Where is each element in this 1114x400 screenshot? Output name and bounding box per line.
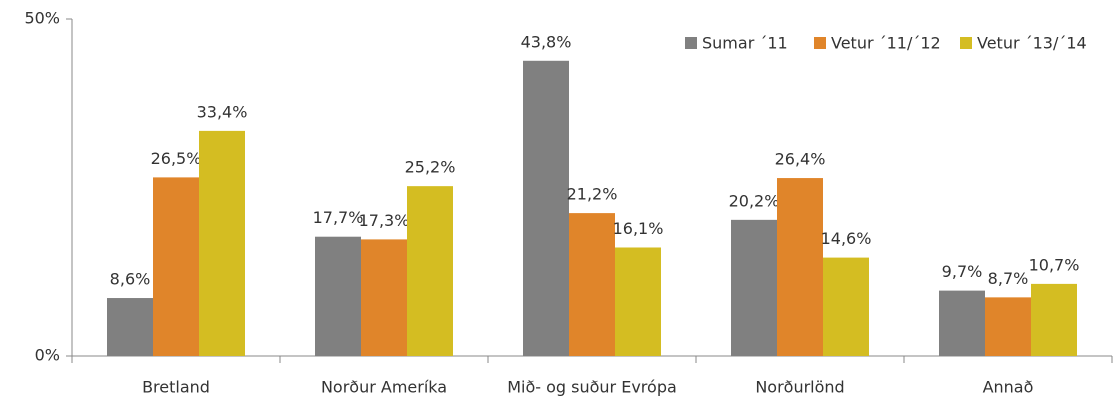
value-label: 8,7% (988, 269, 1029, 288)
bar (1031, 283, 1077, 356)
value-label: 33,4% (197, 102, 248, 121)
value-label: 9,7% (942, 262, 983, 281)
value-label: 43,8% (521, 32, 572, 51)
value-label: 20,2% (729, 191, 780, 210)
bar (615, 247, 661, 356)
legend-swatch (960, 37, 972, 49)
bar (153, 177, 199, 356)
bar (939, 290, 985, 356)
bar (315, 236, 361, 356)
value-label: 25,2% (405, 158, 456, 177)
y-tick-label: 0% (35, 346, 60, 365)
legend-label: Sumar ´11 (702, 34, 788, 53)
value-label: 8,6% (110, 270, 151, 289)
value-label: 21,2% (567, 185, 618, 204)
x-tick-label: Bretland (142, 378, 210, 397)
x-tick-label: Norður Ameríka (321, 378, 447, 397)
value-label: 17,3% (359, 211, 410, 230)
x-tick-label: Mið- og suður Evrópa (507, 378, 677, 397)
bar (407, 186, 453, 356)
legend-swatch (685, 37, 697, 49)
x-tick-label: Annað (983, 378, 1034, 397)
x-tick-label: Norðurlönd (755, 378, 844, 397)
bar (107, 298, 153, 356)
bar (523, 60, 569, 357)
bar (569, 213, 615, 356)
value-label: 14,6% (821, 229, 872, 248)
value-label: 26,5% (151, 149, 202, 168)
legend-swatch (814, 37, 826, 49)
bar (361, 239, 407, 356)
legend-label: Vetur ´13/´14 (977, 34, 1087, 53)
value-label: 26,4% (775, 150, 826, 169)
value-label: 17,7% (313, 208, 364, 227)
bar (985, 297, 1031, 356)
bar (199, 130, 245, 356)
y-tick-label: 50% (24, 9, 60, 28)
bar (823, 257, 869, 356)
value-label: 10,7% (1029, 255, 1080, 274)
value-label: 16,1% (613, 219, 664, 238)
bar (731, 219, 777, 356)
legend-label: Vetur ´11/´12 (831, 34, 941, 53)
bar (777, 178, 823, 356)
